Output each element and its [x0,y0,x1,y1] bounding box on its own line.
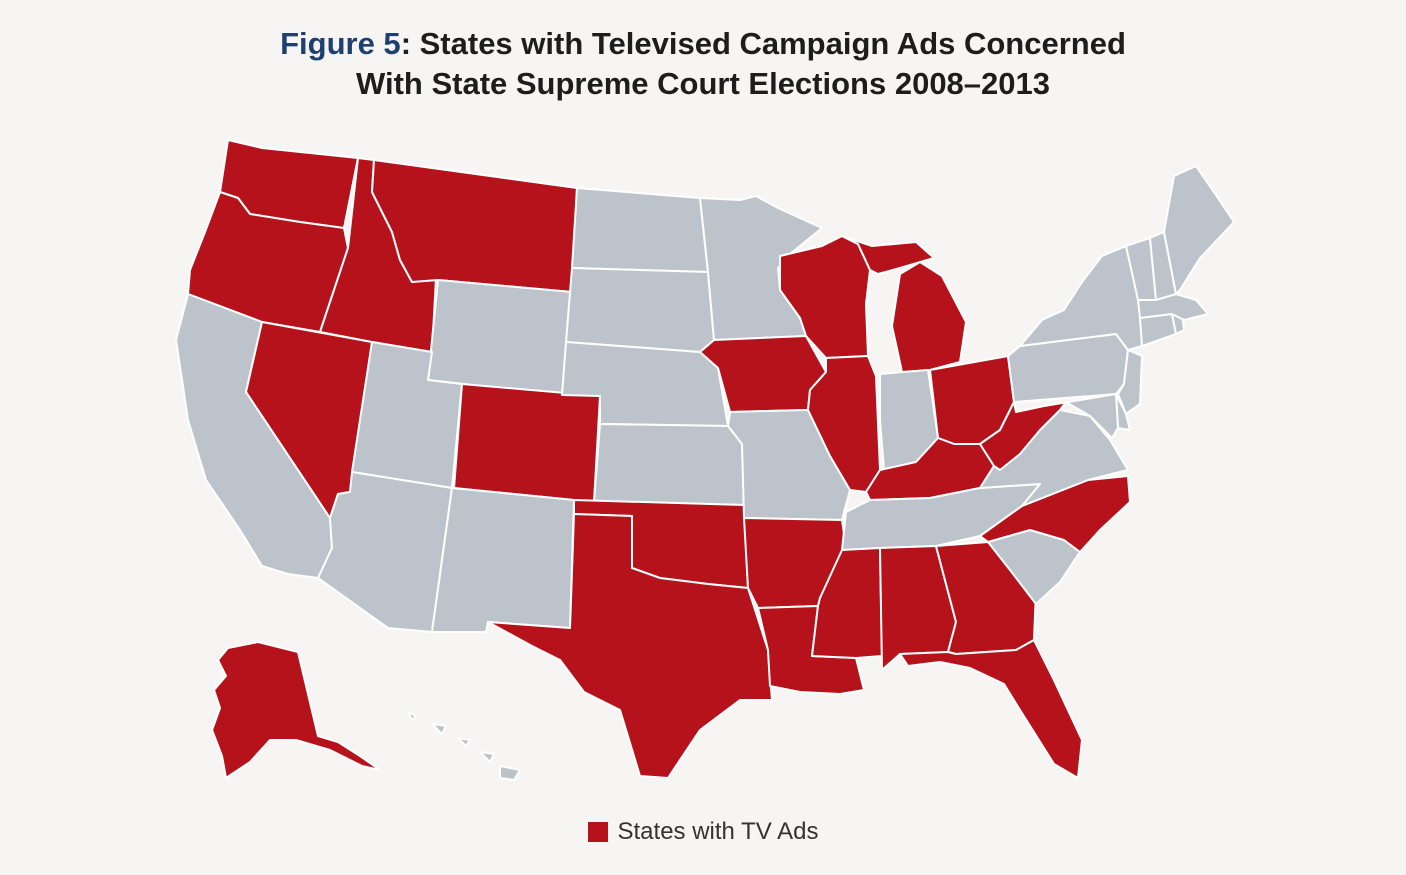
state-AZ [317,471,453,633]
state-AK [211,641,381,779]
title-line-1-text: : States with Televised Campaign Ads Con… [400,26,1126,61]
figure-label: Figure 5 [280,26,401,61]
state-KS [593,423,745,506]
title-line-2: With State Supreme Court Elections 2008–… [355,66,1051,101]
state-ME [1163,165,1235,295]
state-WI [779,235,871,359]
state-NY [1019,245,1143,351]
state-FL [899,639,1083,779]
state-IL [807,355,881,493]
state-NM [431,487,575,633]
state-WY [427,279,573,396]
state-WV [979,401,1067,471]
state-ND [571,187,709,273]
legend: States with TV Ads [0,818,1406,846]
legend-swatch [587,822,608,842]
state-CO [453,383,601,503]
figure-title: Figure 5: States with Televised Campaign… [0,24,1406,104]
state-SD [565,267,715,353]
legend-label: States with TV Ads [617,818,819,845]
state-MI [841,235,967,373]
state-MD [1043,393,1119,439]
state-CT [1139,313,1177,347]
state-HI [407,711,521,781]
title-line-1: Figure 5: States with Televised Campaign… [0,24,1406,64]
state-TX [487,513,773,779]
